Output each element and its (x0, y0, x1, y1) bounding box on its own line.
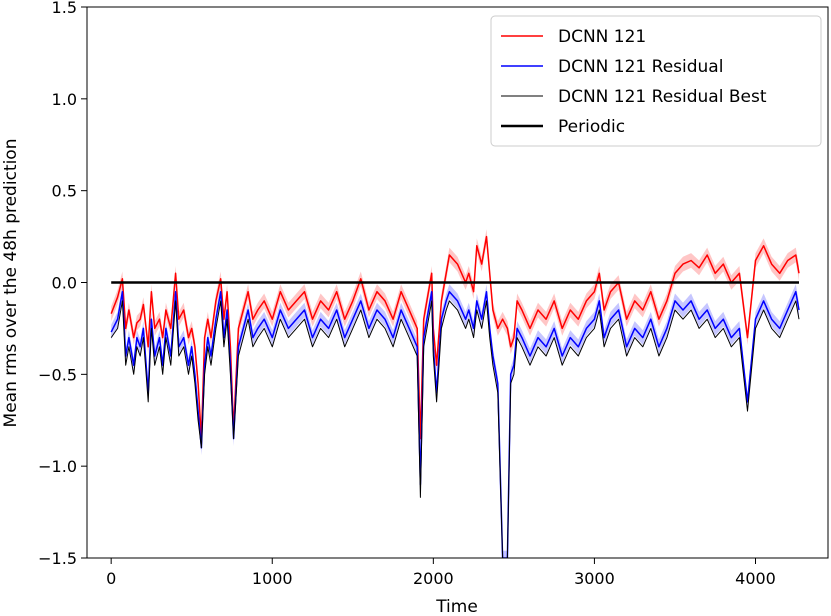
legend-entry: Periodic (558, 117, 625, 137)
legend-entry: DCNN 121 Residual Best (558, 87, 767, 107)
y-tick-label: 0.5 (52, 182, 77, 201)
series-line (110, 290, 800, 558)
x-tick-label: 2000 (413, 569, 454, 588)
series-line (110, 300, 800, 558)
legend-box (490, 15, 822, 147)
y-tick-label: 0.0 (52, 274, 77, 293)
y-tick-label: −1.5 (38, 549, 77, 568)
series-lines (110, 235, 800, 558)
legend-entry: DCNN 121 (558, 27, 646, 47)
x-tick-label: 1000 (252, 569, 293, 588)
y-axis-label: Mean rms over the 48h prediction (1, 139, 21, 428)
x-tick-label: 0 (106, 569, 116, 588)
y-axis: 1.5 1.0 0.5 0.0 −0.5 −1.0 −1.5 (38, 0, 87, 568)
legend-entry: DCNN 121 Residual (558, 57, 723, 77)
x-tick-label: 4000 (735, 569, 776, 588)
y-tick-label: 1.5 (52, 0, 77, 17)
x-axis-label: Time (435, 597, 478, 616)
series-line (110, 235, 800, 440)
x-axis: 0 1000 2000 3000 4000 (106, 558, 776, 588)
x-tick-label: 3000 (574, 569, 615, 588)
y-tick-label: 1.0 (52, 90, 77, 109)
y-tick-label: −0.5 (38, 365, 77, 384)
series-band (111, 284, 799, 558)
y-tick-label: −1.0 (38, 457, 77, 476)
legend: DCNN 121 DCNN 121 Residual DCNN 121 Residu… (490, 15, 822, 147)
confidence-bands (111, 229, 799, 558)
